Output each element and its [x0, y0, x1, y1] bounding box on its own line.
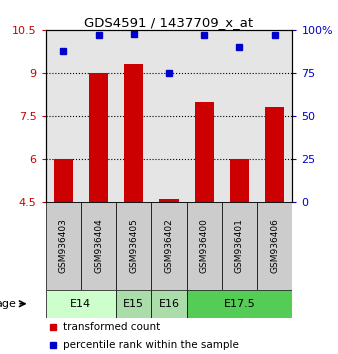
Bar — [46, 290, 116, 318]
Bar — [151, 202, 187, 290]
Text: E15: E15 — [123, 299, 144, 309]
Bar — [151, 290, 187, 318]
Bar — [116, 30, 151, 202]
Bar — [81, 202, 116, 290]
Text: E17.5: E17.5 — [224, 299, 256, 309]
Text: age: age — [0, 299, 16, 309]
Bar — [187, 30, 222, 202]
Bar — [222, 30, 257, 202]
Bar — [222, 202, 257, 290]
Bar — [257, 30, 292, 202]
Bar — [46, 30, 81, 202]
Bar — [116, 290, 151, 318]
Bar — [159, 199, 179, 202]
Text: percentile rank within the sample: percentile rank within the sample — [63, 340, 239, 350]
Bar — [46, 202, 81, 290]
Text: transformed count: transformed count — [63, 322, 160, 332]
Text: GSM936403: GSM936403 — [59, 218, 68, 273]
Bar — [124, 64, 143, 202]
Text: GSM936406: GSM936406 — [270, 218, 279, 273]
Bar — [257, 202, 292, 290]
Text: GSM936400: GSM936400 — [200, 218, 209, 273]
Bar — [195, 102, 214, 202]
Text: GSM936402: GSM936402 — [165, 218, 173, 273]
Title: GDS4591 / 1437709_x_at: GDS4591 / 1437709_x_at — [84, 16, 254, 29]
Bar — [81, 30, 116, 202]
Bar — [265, 108, 285, 202]
Text: E16: E16 — [159, 299, 179, 309]
Bar — [230, 159, 249, 202]
Bar — [187, 290, 292, 318]
Text: GSM936401: GSM936401 — [235, 218, 244, 273]
Text: E14: E14 — [70, 299, 92, 309]
Bar — [53, 159, 73, 202]
Text: GSM936405: GSM936405 — [129, 218, 138, 273]
Bar — [89, 73, 108, 202]
Bar — [116, 202, 151, 290]
Text: GSM936404: GSM936404 — [94, 218, 103, 273]
Bar — [151, 30, 187, 202]
Bar — [187, 202, 222, 290]
